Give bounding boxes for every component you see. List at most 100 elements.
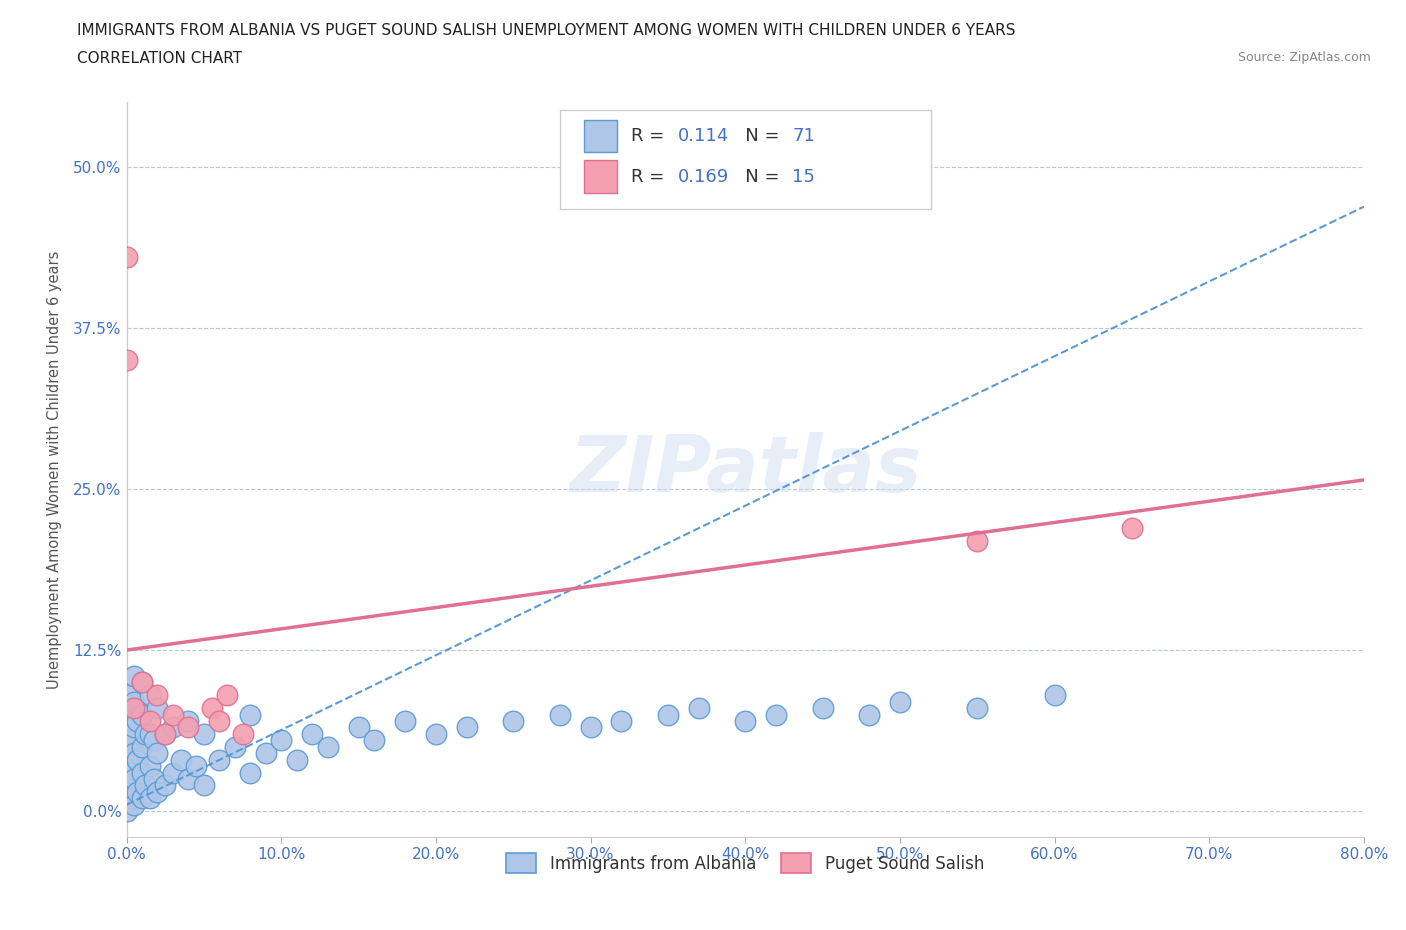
Point <box>162 707 184 722</box>
Text: 15: 15 <box>792 167 815 186</box>
Point <box>146 700 169 715</box>
FancyBboxPatch shape <box>585 120 616 153</box>
Point <box>131 707 153 722</box>
Y-axis label: Unemployment Among Women with Children Under 6 years: Unemployment Among Women with Children U… <box>46 250 62 689</box>
Point <box>966 533 988 548</box>
Point <box>124 720 146 735</box>
Point <box>208 713 231 728</box>
Point <box>502 713 524 728</box>
Point <box>115 249 138 264</box>
Point <box>124 772 146 787</box>
Point <box>734 713 756 728</box>
Point <box>966 700 988 715</box>
Point <box>115 726 138 741</box>
Text: N =: N = <box>728 167 785 186</box>
Text: 71: 71 <box>792 127 815 145</box>
Point <box>146 746 169 761</box>
Point <box>146 784 169 799</box>
Point <box>134 726 156 741</box>
Text: ZIPatlas: ZIPatlas <box>569 432 921 508</box>
Point <box>193 778 215 793</box>
Point <box>131 790 153 805</box>
Point <box>208 752 231 767</box>
Point <box>285 752 308 767</box>
Point <box>143 772 166 787</box>
Point <box>162 765 184 780</box>
Point <box>177 720 200 735</box>
Point <box>143 733 166 748</box>
Point <box>201 700 224 715</box>
Text: 0.114: 0.114 <box>678 127 730 145</box>
Point <box>316 739 339 754</box>
Text: Source: ZipAtlas.com: Source: ZipAtlas.com <box>1237 51 1371 64</box>
Point <box>131 765 153 780</box>
Point <box>124 669 146 684</box>
Point <box>120 790 142 805</box>
Point <box>254 746 277 761</box>
Point <box>124 797 146 812</box>
Point <box>115 804 138 818</box>
Point <box>301 726 323 741</box>
Point <box>177 772 200 787</box>
Point <box>127 713 149 728</box>
Text: N =: N = <box>728 127 785 145</box>
Point <box>657 707 679 722</box>
Point <box>115 752 138 767</box>
Point <box>138 726 160 741</box>
Point <box>1121 520 1143 535</box>
Point <box>124 700 146 715</box>
Point <box>120 765 142 780</box>
Point <box>115 778 138 793</box>
Point <box>1043 688 1066 703</box>
Point <box>138 713 160 728</box>
Point <box>858 707 880 722</box>
Point <box>889 694 911 709</box>
Point <box>127 752 149 767</box>
Point <box>124 694 146 709</box>
Point <box>115 688 138 703</box>
Point <box>610 713 633 728</box>
Point <box>231 726 253 741</box>
Point <box>177 713 200 728</box>
Point <box>138 688 160 703</box>
Point <box>579 720 602 735</box>
Point <box>120 700 142 715</box>
Point <box>239 765 262 780</box>
Text: IMMIGRANTS FROM ALBANIA VS PUGET SOUND SALISH UNEMPLOYMENT AMONG WOMEN WITH CHIL: IMMIGRANTS FROM ALBANIA VS PUGET SOUND S… <box>77 23 1015 38</box>
Point <box>239 707 262 722</box>
Point <box>688 700 710 715</box>
Point <box>120 733 142 748</box>
Point <box>153 726 177 741</box>
Point <box>146 688 169 703</box>
Point <box>131 675 153 690</box>
Point <box>224 739 246 754</box>
Point <box>425 726 447 741</box>
Point <box>347 720 370 735</box>
Point <box>363 733 385 748</box>
Point <box>765 707 787 722</box>
Point <box>138 759 160 774</box>
Point <box>456 720 478 735</box>
Point <box>394 713 416 728</box>
Legend: Immigrants from Albania, Puget Sound Salish: Immigrants from Albania, Puget Sound Sal… <box>499 846 991 880</box>
Point <box>131 739 153 754</box>
Point <box>134 778 156 793</box>
Point <box>138 790 160 805</box>
Point <box>169 752 191 767</box>
FancyBboxPatch shape <box>585 161 616 193</box>
Text: R =: R = <box>631 127 671 145</box>
Text: R =: R = <box>631 167 671 186</box>
Point <box>548 707 571 722</box>
FancyBboxPatch shape <box>560 110 931 209</box>
Point <box>115 352 138 367</box>
Point <box>124 746 146 761</box>
Point <box>131 675 153 690</box>
Point <box>270 733 292 748</box>
Text: 0.169: 0.169 <box>678 167 730 186</box>
Point <box>153 778 177 793</box>
Point <box>186 759 208 774</box>
Point <box>217 688 239 703</box>
Point <box>127 784 149 799</box>
Point <box>811 700 834 715</box>
Point <box>153 726 177 741</box>
